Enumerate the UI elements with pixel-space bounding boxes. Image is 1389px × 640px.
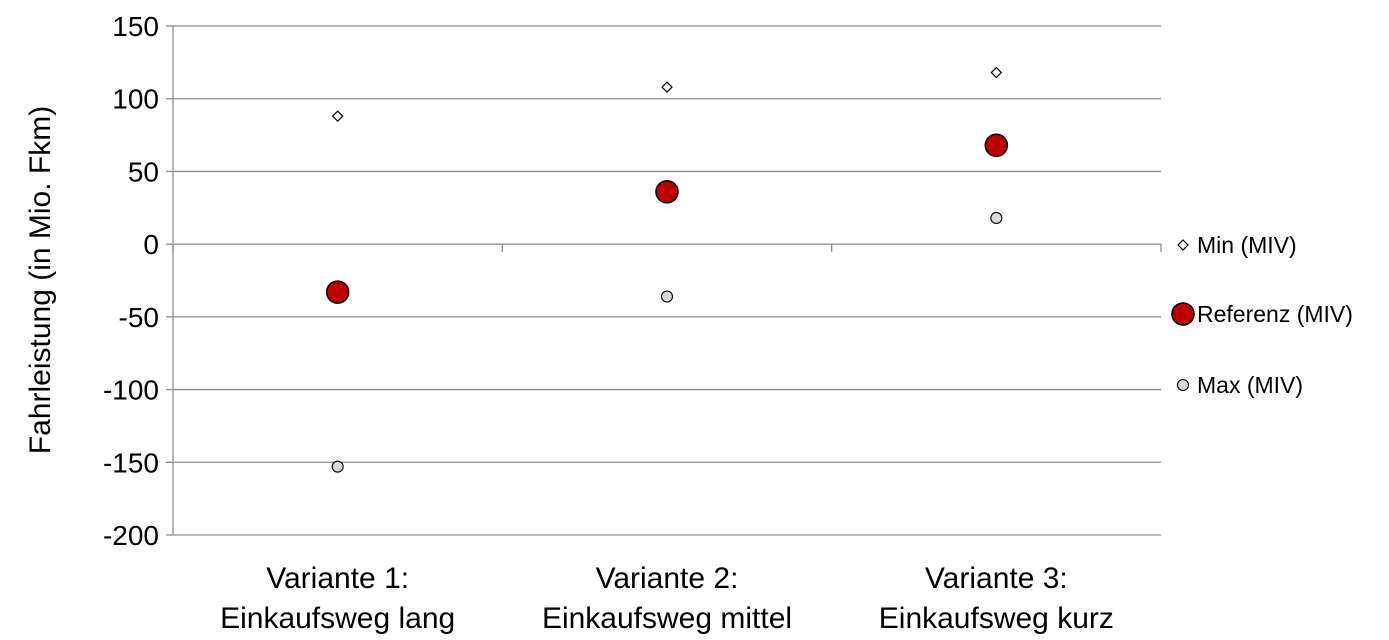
y-tick-label: -100 <box>103 375 159 406</box>
legend-marker <box>1176 378 1190 392</box>
gridlines <box>173 25 1161 536</box>
y-tick-label: 50 <box>128 156 159 187</box>
data-point <box>331 460 344 473</box>
legend-label: Referenz (MIV) <box>1197 301 1353 327</box>
legend-label: Max (MIV) <box>1197 372 1303 398</box>
y-tick-label: -150 <box>103 447 159 478</box>
data-point <box>325 280 350 304</box>
legend: Min (MIV) Referenz (MIV) Max (MIV) <box>1171 232 1353 398</box>
category-label: Variante 3: Einkaufsweg kurz <box>879 562 1114 635</box>
data-point <box>661 81 673 93</box>
axes <box>166 25 1162 536</box>
category-label: Variante 1: Einkaufsweg lang <box>220 562 455 635</box>
y-tick-label: 0 <box>143 229 159 260</box>
legend-label: Min (MIV) <box>1197 232 1297 258</box>
y-tick-label: -50 <box>119 302 159 333</box>
y-tick-labels: 150 100 50 0 -50 -100 -150 -200 <box>103 11 159 551</box>
data-point <box>660 290 674 303</box>
y-tick-label: 100 <box>112 84 159 115</box>
data-point <box>990 66 1003 79</box>
legend-marker <box>1177 239 1189 251</box>
data-point <box>990 211 1003 225</box>
category-label: Variante 2: Einkaufsweg mittel <box>542 562 792 635</box>
data-point <box>984 133 1009 158</box>
data-point <box>655 179 679 204</box>
category-labels: Variante 1: Einkaufsweg lang Variante 2: Ei… <box>220 562 1114 635</box>
data-points <box>325 66 1009 473</box>
y-tick-label: -200 <box>103 520 159 551</box>
y-tick-label: 150 <box>112 11 159 42</box>
legend-marker <box>1171 302 1195 326</box>
data-point <box>331 110 344 123</box>
y-axis-label: Fahrleistung (in Mio. Fkm) <box>24 106 57 454</box>
